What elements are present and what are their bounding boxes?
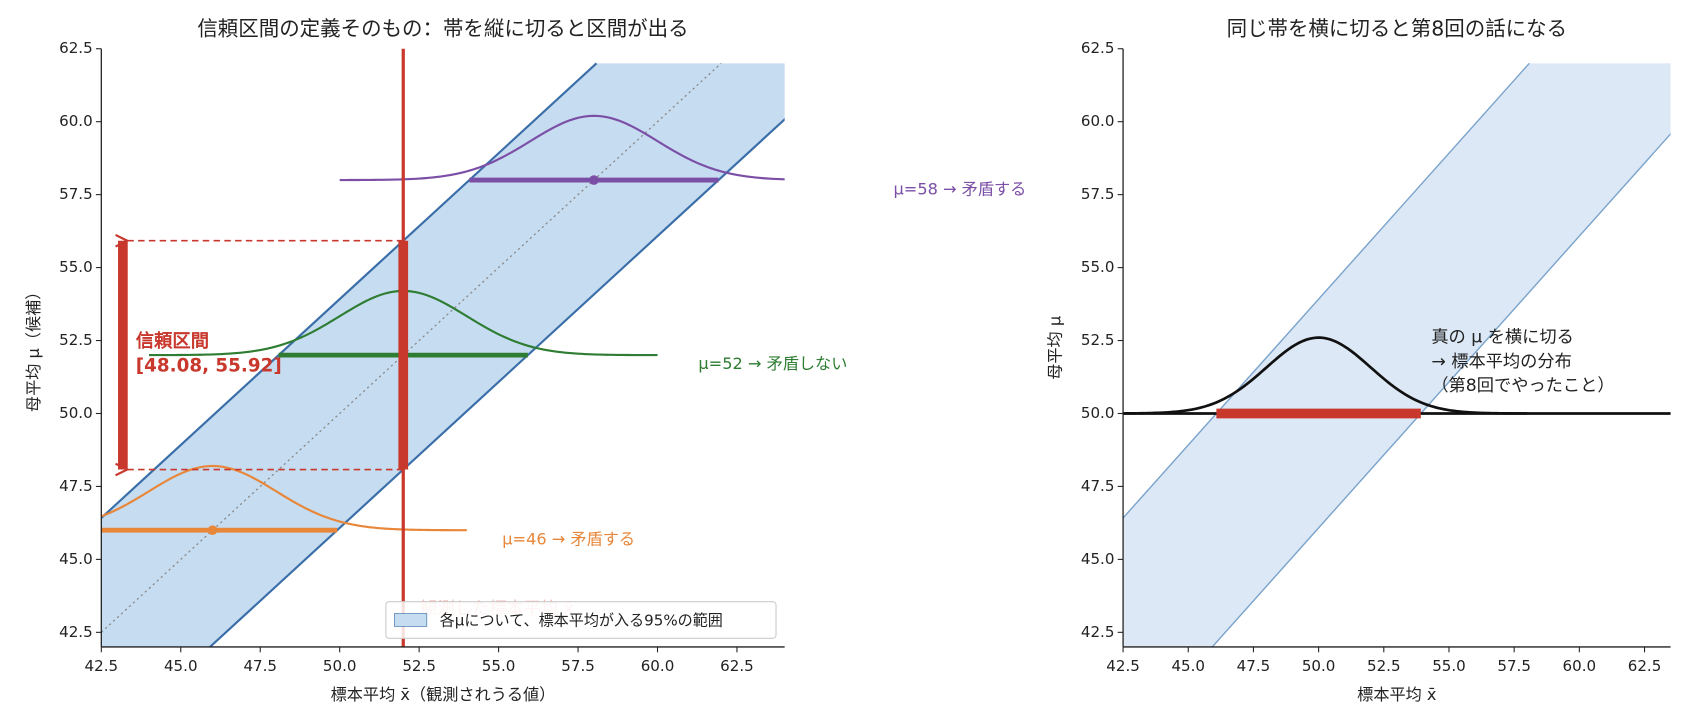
x-tick-label: 52.5 (402, 657, 436, 675)
candidate-curve (101, 464, 467, 532)
y-tick-label: 52.5 (59, 331, 93, 349)
y-tick-label: 62.5 (59, 39, 93, 57)
candidate-label: μ=58 → 矛盾する (894, 179, 1027, 198)
y-tick-label: 57.5 (59, 185, 93, 203)
candidate-point (589, 175, 599, 185)
interval-label: 信頼区間 (136, 330, 209, 352)
x-tick-label: 50.0 (323, 657, 357, 675)
y-tick-label: 60.0 (1081, 112, 1115, 130)
x-tick-label: 57.5 (1497, 657, 1531, 675)
y-tick-label: 45.0 (59, 550, 93, 568)
x-tick-label: 42.5 (1106, 657, 1140, 675)
y-tick-label: 50.0 (1081, 404, 1115, 422)
legend-swatch (394, 613, 428, 627)
y-tick-label: 42.5 (1081, 623, 1115, 641)
x-tick-label: 45.0 (164, 657, 198, 675)
x-axis-label: 標本平均 x̄（観測されうる値） (331, 685, 556, 704)
x-tick-label: 57.5 (561, 657, 595, 675)
band (1123, 63, 1671, 647)
x-axis-label: 標本平均 x̄ (1357, 685, 1437, 704)
y-tick-label: 55.0 (59, 258, 93, 276)
y-tick-label: 52.5 (1081, 331, 1115, 349)
y-tick-label: 62.5 (1081, 39, 1115, 57)
interval-range-label: [48.08, 55.92] (136, 356, 282, 377)
x-tick-label: 47.5 (1237, 657, 1271, 675)
band-edge (1211, 132, 1671, 647)
x-tick-label: 62.5 (720, 657, 754, 675)
plot-area (101, 62, 785, 647)
x-tick-label: 55.0 (1432, 657, 1466, 675)
x-tick-label: 52.5 (1367, 657, 1401, 675)
y-tick-label: 50.0 (59, 404, 93, 422)
chart-title: 信頼区間の定義そのもの：帯を縦に切ると区間が出る (197, 16, 688, 40)
plot-area (1123, 62, 1671, 647)
x-tick-label: 60.0 (1563, 657, 1597, 675)
x-tick-label: 50.0 (1302, 657, 1336, 675)
x-tick-label: 47.5 (243, 657, 277, 675)
candidate-curve (339, 114, 785, 182)
legend (385, 601, 777, 639)
y-axis-label: 母平均 μ（候補） (24, 284, 43, 413)
annotation: （第8回でやったこと） (1431, 376, 1614, 396)
legend-label: 各μについて、標本平均が入る95%の範囲 (440, 612, 723, 630)
x-tick-label: 60.0 (641, 657, 675, 675)
y-tick-label: 47.5 (1081, 477, 1115, 495)
candidate-label: μ=46 → 矛盾する (502, 530, 635, 549)
candidate-label: μ=52 → 矛盾しない (698, 354, 847, 373)
annotation: → 標本平均の分布 (1431, 352, 1572, 372)
candidate-point (207, 525, 218, 536)
y-tick-label: 55.0 (1081, 258, 1115, 276)
x-tick-label: 62.5 (1628, 657, 1662, 675)
y-tick-label: 42.5 (59, 623, 93, 641)
sampling-curve (1123, 336, 1528, 415)
band-edge (1123, 62, 1530, 520)
annotation: 真の μ を横に切る (1431, 328, 1574, 348)
chart-title: 同じ帯を横に切ると第8回の話になる (1227, 16, 1568, 40)
x-tick-label: 55.0 (482, 657, 516, 675)
y-tick-label: 47.5 (59, 477, 93, 495)
y-axis-label: 母平均 μ (1046, 316, 1065, 380)
y-tick-label: 57.5 (1081, 185, 1115, 203)
x-tick-label: 45.0 (1171, 657, 1205, 675)
x-tick-label: 42.5 (85, 657, 119, 675)
y-tick-label: 60.0 (59, 112, 93, 130)
y-tick-label: 45.0 (1081, 550, 1115, 568)
